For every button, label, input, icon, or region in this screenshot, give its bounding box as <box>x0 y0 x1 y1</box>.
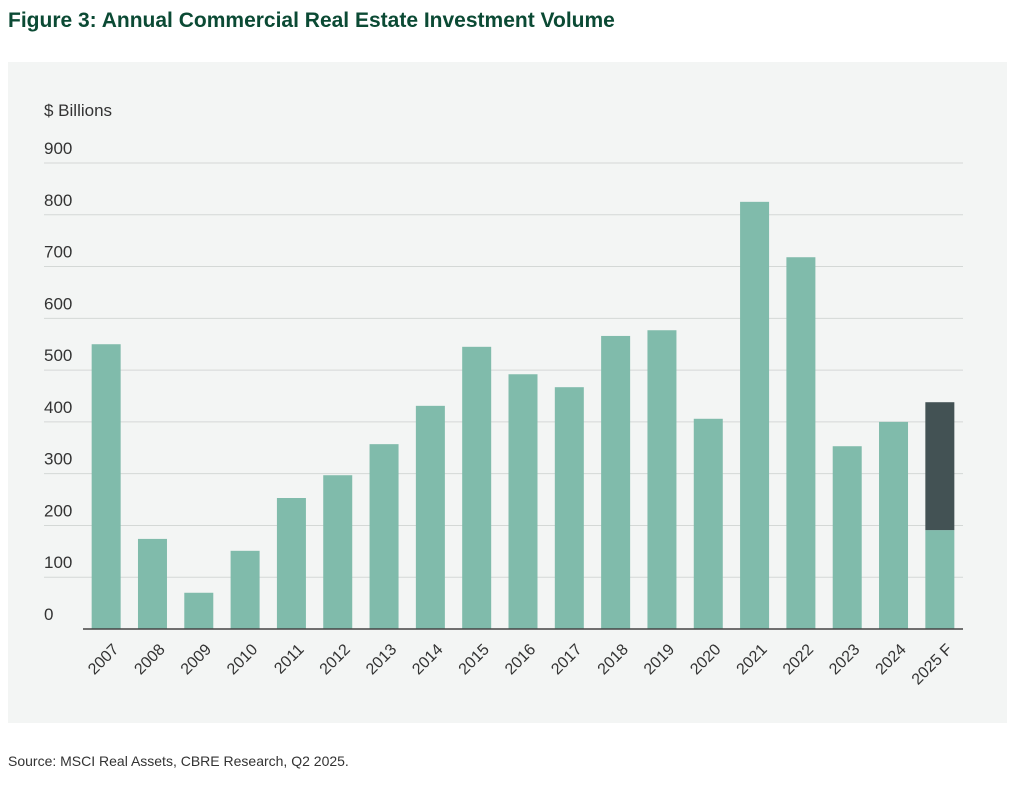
bar-segment <box>832 446 862 629</box>
y-tick-label: 700 <box>44 243 72 262</box>
bar-segment <box>601 335 631 629</box>
bar-segment <box>184 592 214 629</box>
y-tick-label: 100 <box>44 553 72 572</box>
bar-segment <box>91 344 121 629</box>
bar-segment <box>276 498 306 629</box>
source-note: Source: MSCI Real Assets, CBRE Research,… <box>8 753 349 769</box>
bar-segment <box>508 374 538 629</box>
bar-segment <box>693 418 723 629</box>
y-tick-label: 300 <box>44 450 72 469</box>
y-axis-label: $ Billions <box>44 101 112 120</box>
bar-segment <box>925 402 955 531</box>
bar-segment <box>925 530 955 629</box>
bar-segment <box>879 421 909 629</box>
y-tick-label: 200 <box>44 501 72 520</box>
y-tick-label: 800 <box>44 191 72 210</box>
bar-segment <box>647 330 677 629</box>
bar-segment <box>323 475 353 629</box>
y-tick-label: 600 <box>44 294 72 313</box>
y-tick-label: 500 <box>44 346 72 365</box>
bar-segment <box>740 201 770 630</box>
bar-segment <box>369 444 399 629</box>
y-tick-label: 400 <box>44 398 72 417</box>
bar-segment <box>415 405 445 629</box>
y-tick-label: 900 <box>44 139 72 158</box>
bar-segment <box>137 538 167 629</box>
bar-segment <box>462 346 492 629</box>
chart-title: Figure 3: Annual Commercial Real Estate … <box>8 9 615 32</box>
bar-segment <box>554 387 584 629</box>
bar-segment <box>786 257 816 629</box>
y-tick-label: 0 <box>44 605 53 624</box>
bar-segment <box>230 550 260 629</box>
